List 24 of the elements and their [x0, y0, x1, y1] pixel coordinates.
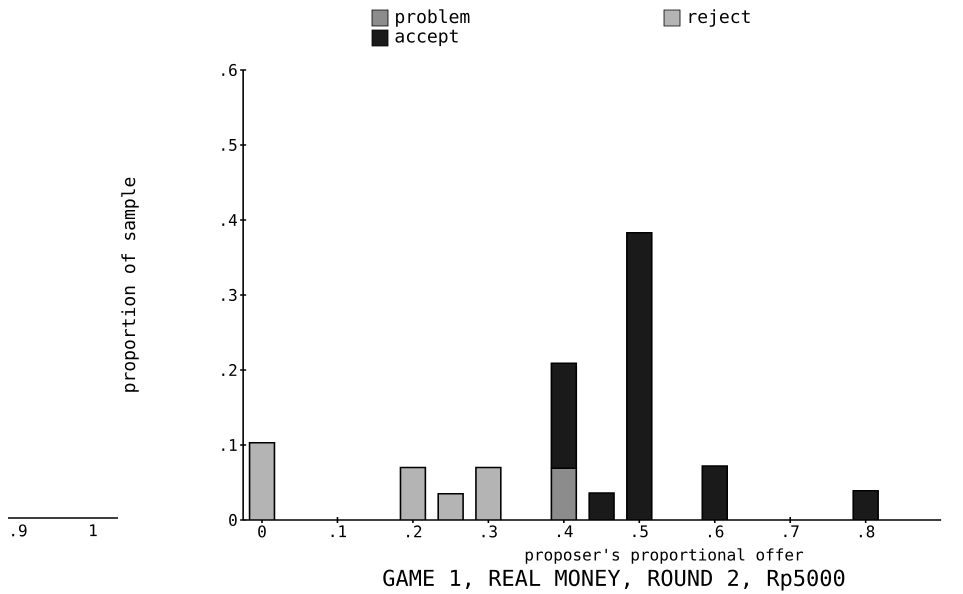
- x-tick-label: .7: [784, 525, 799, 538]
- x-tick-label: .2: [407, 525, 422, 538]
- legend-label: problem: [396, 9, 470, 27]
- x-axis-title: proposer's proportional offer: [526, 548, 804, 564]
- x-tick-label: .6: [708, 525, 724, 538]
- x-tick-label: .5: [633, 525, 648, 538]
- x-tick-label: .3: [482, 525, 497, 538]
- y-axis-title: proportion of sample: [121, 178, 139, 392]
- legend-label: reject: [690, 9, 750, 27]
- x-tick-label: 0: [258, 525, 266, 538]
- y-tick-label: .3: [222, 288, 237, 302]
- y-tick-label: .1: [222, 439, 237, 451]
- x-tick-label: .8: [860, 525, 874, 538]
- text: 1: [90, 524, 97, 536]
- x-tick-label: .4: [558, 525, 573, 538]
- text: GAME 1, REAL MONEY, ROUND 2, Rp5000: [383, 570, 844, 590]
- y-tick-label: .6: [222, 64, 237, 76]
- y-tick-label: .4: [222, 214, 237, 226]
- legend-label: accept: [396, 30, 458, 46]
- text: .9: [12, 524, 27, 536]
- y-tick-label: .5: [222, 139, 236, 151]
- y-tick-label: 0: [229, 514, 237, 526]
- y-tick-label: .2: [222, 364, 236, 376]
- x-tick-label: .1: [332, 525, 346, 538]
